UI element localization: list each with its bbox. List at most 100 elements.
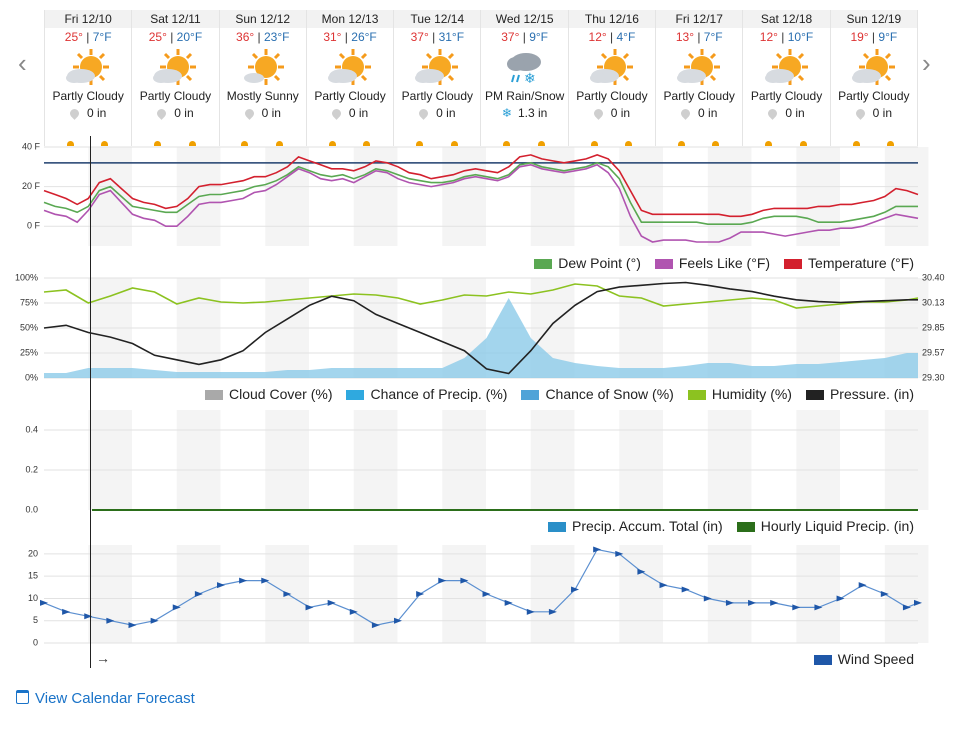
y-tick-label-left: 0% [25,372,38,382]
day-low: 23°F [263,30,290,44]
day-condition: Partly Cloudy [314,89,386,103]
chevron-right-icon: › [922,48,931,78]
day-high: 19° [850,30,869,44]
day-temps: 37° | 31°F [410,30,465,44]
day-precip: 0 in [45,104,131,122]
view-calendar-forecast-link[interactable]: View Calendar Forecast [16,690,195,707]
legend-label: Wind Speed [837,651,914,667]
prev-arrow-button[interactable]: ‹ [18,50,27,76]
day-condition: Partly Cloudy [750,89,823,103]
legend-item[interactable]: Pressure. (in) [805,386,914,402]
y-tick-label-left: 75% [20,297,38,307]
legend-item[interactable]: Temperature (°F) [784,255,914,271]
timeline-cursor[interactable] [90,136,91,668]
day-precip-amount: 0 in [872,106,892,120]
legend-item[interactable]: Wind Speed [813,651,914,667]
wind-direction-marker [504,599,513,606]
night-band [884,545,929,643]
legend-item[interactable]: Chance of Snow (%) [521,386,674,402]
day-high: 12° [588,30,607,44]
day-precip: 0 in [831,104,917,122]
wind-direction-marker [460,577,469,584]
y-tick-label-left: 25% [20,347,38,357]
night-band [88,410,132,510]
night-band [530,410,575,510]
daylight-pip [677,141,685,146]
next-arrow-button[interactable]: › [922,50,931,76]
day-column[interactable]: Fri 12/17 13° | 7°F Partly Cloudy 0 in [655,10,743,146]
day-condition: Partly Cloudy [52,89,124,103]
raindrop-icon [329,107,343,121]
day-low: 7°F [703,30,723,44]
legend-item[interactable]: Dew Point (°) [534,255,641,271]
legend-item[interactable]: Humidity (%) [687,386,792,402]
wind-direction-marker [438,577,447,584]
day-column[interactable]: Sun 12/12 36° | 23°F Mostly Sunny 0 in [218,10,306,146]
day-temps: 25° | 7°F [64,30,112,44]
wind-direction-marker [106,617,115,624]
legend-label: Humidity (%) [711,386,792,402]
legend-item[interactable]: Precip. Accum. Total (in) [548,518,723,534]
legend-item[interactable]: Hourly Liquid Precip. (in) [736,518,914,534]
daylight-pip [66,141,74,146]
daylight-pip [887,141,895,146]
day-column[interactable]: Sun 12/19 19° | 9°F Partly Cloudy 0 in [829,10,918,146]
wind-direction-marker [261,577,270,584]
day-precip-amount: 0 in [785,106,805,120]
y-tick-label: 0.0 [25,504,38,514]
y-tick-label: 0.4 [25,424,38,434]
day-name: Fri 12/10 [45,10,132,28]
day-precip-amount: 0 in [436,106,456,120]
wind-direction-marker [659,582,668,589]
wind-direction-marker [548,608,557,615]
raindrop-icon [679,107,692,121]
day-precip-amount: 0 in [348,106,369,120]
wind-direction-marker [371,622,380,629]
day-column[interactable]: Tue 12/14 37° | 31°F Partly Cloudy 0 in [393,10,481,146]
y-tick-label-right: 30.13 [922,297,945,307]
wind-direction-marker [902,604,911,611]
wind-direction-marker [40,599,48,606]
night-band [796,410,841,510]
day-column[interactable]: Sat 12/11 25° | 20°F Partly Cloudy 0 in [131,10,219,146]
legend-label: Cloud Cover (%) [229,386,333,402]
legend-item[interactable]: Chance of Precip. (%) [346,386,507,402]
wind-speed-chart: 20 15 10 5 0 [28,545,929,647]
daily-forecast-strip: Fri 12/10 25° | 7°F Partly Cloudy 0 in S… [44,10,918,146]
legend-swatch [521,390,540,401]
legend-swatch [687,390,706,401]
day-condition: Partly Cloudy [838,89,910,103]
y-tick-label: 0.2 [25,464,38,474]
legend-item[interactable]: Cloud Cover (%) [205,386,332,402]
temperature-chart: 40 F 20 F 0 F [22,141,929,246]
partly-cloudy-icon [328,49,372,85]
day-column[interactable]: Wed 12/15 37° | 9°F ❄ PM Rain/Snow ❄ 1.3 … [480,10,568,146]
day-column[interactable]: Fri 12/10 25° | 7°F Partly Cloudy 0 in [44,10,132,146]
legend-item[interactable]: Feels Like (°F) [654,255,770,271]
wind-direction-marker [482,591,491,597]
wind-direction-marker [593,546,602,553]
partly-cloudy-icon [415,49,459,85]
pressure-line [43,281,918,375]
night-band [442,545,486,643]
day-column[interactable]: Thu 12/16 12° | 4°F Partly Cloudy 0 in [567,10,656,146]
day-name: Mon 12/13 [306,10,394,28]
day-low: 26°F [351,30,377,44]
day-pips [656,140,742,146]
wind-direction-marker [814,604,823,611]
legend-swatch [736,522,755,533]
day-column[interactable]: Sat 12/18 12° | 10°F Partly Cloudy 0 in [742,10,830,146]
day-column[interactable]: Mon 12/13 31° | 26°F Partly Cloudy 0 in [305,10,394,146]
day-pips [132,140,218,146]
weather-icon-wrap [569,46,655,88]
partly-cloudy-icon [677,49,721,85]
night-band [265,410,309,510]
day-low: 9°F [529,30,549,44]
legend-swatch [813,655,832,666]
day-name: Fri 12/17 [656,10,743,28]
daylight-pip [276,141,283,146]
wind-direction-marker [349,608,358,615]
night-band [442,410,486,510]
cloud-legend: Cloud Cover (%) Chance of Precip. (%) Chan… [205,386,914,402]
daylight-pip [188,141,196,146]
